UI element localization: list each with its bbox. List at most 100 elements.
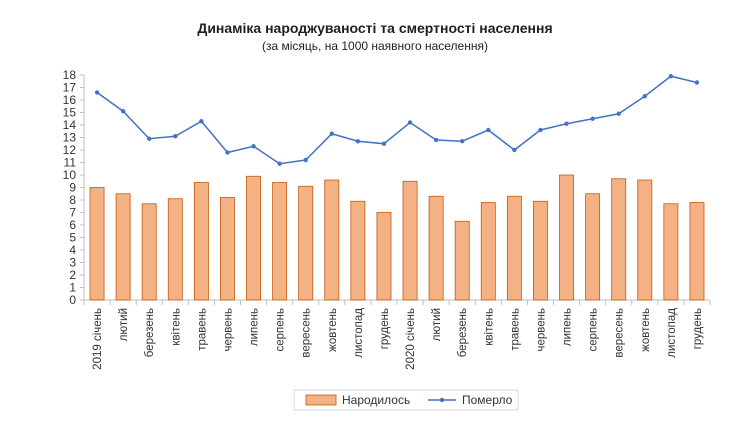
y-tick-label: 11 xyxy=(64,156,77,170)
line-point-5 xyxy=(199,119,204,124)
x-category-label: липень xyxy=(249,308,261,346)
y-tick-label: 5 xyxy=(69,231,76,245)
x-category-label: червень xyxy=(535,308,547,352)
line-point-4 xyxy=(173,134,178,139)
bar-12 xyxy=(376,212,392,301)
line-point-24 xyxy=(694,80,700,85)
x-category-label: грудень xyxy=(379,308,391,349)
x-category-label: лютий xyxy=(431,308,443,341)
y-tick-label: 4 xyxy=(69,243,76,257)
y-tick-label: 10 xyxy=(63,168,77,182)
x-category-label: грудень xyxy=(692,308,704,349)
y-tick-label: 0 xyxy=(69,293,76,307)
line-point-20 xyxy=(590,116,595,121)
x-category-label: вересень xyxy=(301,308,313,358)
bar-22 xyxy=(637,179,653,301)
bar-21 xyxy=(611,178,627,301)
bar-18 xyxy=(533,200,548,301)
bar-5 xyxy=(193,182,209,301)
line-point-2 xyxy=(120,109,126,114)
bar-13 xyxy=(402,180,418,301)
y-tick-label: 12 xyxy=(63,143,77,157)
line-point-3 xyxy=(147,136,152,141)
line-point-8 xyxy=(277,161,282,166)
x-category-label: квітень xyxy=(170,308,182,346)
x-axis: 2019 січень лютий березень квітень травень че… xyxy=(83,299,711,370)
y-tick-label: 14 xyxy=(63,118,77,132)
y-tick-label: 13 xyxy=(63,131,77,145)
line-point-13 xyxy=(407,120,413,125)
y-tick-label: 3 xyxy=(69,256,76,270)
line-point-19 xyxy=(564,121,569,126)
legend-label-deaths: Померло xyxy=(462,393,513,407)
chart-title: Динаміка народжуваності та смертності на… xyxy=(197,20,553,36)
y-tick-label: 1 xyxy=(69,281,76,295)
x-category-label: травень xyxy=(196,308,208,351)
bar-16 xyxy=(480,202,496,301)
x-category-label: жовтень xyxy=(640,308,652,352)
legend-marker-deaths xyxy=(439,397,445,403)
bar-9 xyxy=(298,185,314,301)
bar-11 xyxy=(350,200,366,301)
y-tick-label: 8 xyxy=(69,193,76,207)
y-tick-label: 16 xyxy=(63,93,77,107)
line-point-1 xyxy=(94,90,100,95)
y-tick-label: 9 xyxy=(69,181,76,195)
bar-2 xyxy=(115,193,131,301)
y-tick-label: 7 xyxy=(69,206,76,220)
x-category-label: березень xyxy=(457,308,469,357)
legend-box xyxy=(293,389,519,411)
chart-subtitle: (за місяць, на 1000 наявного населення) xyxy=(262,39,488,53)
bar-4 xyxy=(167,198,183,301)
bar-14 xyxy=(428,195,444,301)
line-point-6 xyxy=(225,150,230,155)
bar-20 xyxy=(585,193,601,301)
line-point-18 xyxy=(538,127,543,133)
line-series xyxy=(94,74,700,166)
x-category-label: вересень xyxy=(614,308,626,358)
bar-10 xyxy=(324,179,340,301)
bar-3 xyxy=(141,203,157,301)
x-category-label: жовтень xyxy=(327,308,339,352)
x-category-label: липень xyxy=(562,308,574,346)
y-tick-label: 17 xyxy=(63,81,77,95)
line-point-23 xyxy=(668,74,674,79)
line-point-21 xyxy=(616,111,621,116)
bar-6 xyxy=(220,197,235,301)
line-point-15 xyxy=(460,139,465,144)
line-point-7 xyxy=(251,144,256,149)
bar-7 xyxy=(246,175,261,301)
line-point-17 xyxy=(512,147,517,153)
x-category-label: березень xyxy=(144,308,156,357)
bar-1 xyxy=(89,187,105,301)
x-category-label: 2019 січень xyxy=(92,308,104,370)
legend-swatch-births xyxy=(305,394,337,406)
line-point-12 xyxy=(381,141,387,146)
line-point-14 xyxy=(433,137,439,143)
line-point-11 xyxy=(355,139,361,144)
legend: Народилось Померло xyxy=(293,389,519,411)
bars-series xyxy=(89,174,705,301)
bar-19 xyxy=(559,174,574,301)
y-tick-label: 2 xyxy=(69,268,76,282)
line-point-10 xyxy=(329,131,334,136)
y-tick-label: 18 xyxy=(63,68,77,82)
line-point-22 xyxy=(642,94,647,99)
bar-15 xyxy=(454,220,470,301)
line-point-9 xyxy=(303,157,308,163)
x-category-label: травень xyxy=(509,308,521,351)
deaths-line xyxy=(96,75,698,165)
x-category-label: лютий xyxy=(118,308,130,341)
legend-label-births: Народилось xyxy=(342,393,410,407)
bar-24 xyxy=(689,202,705,301)
x-category-label: серпень xyxy=(588,308,600,352)
x-category-label: листопад xyxy=(353,308,365,358)
x-category-label: серпень xyxy=(275,308,287,352)
x-category-label: квітень xyxy=(483,308,495,346)
x-category-label: 2020 січень xyxy=(405,308,417,370)
bar-8 xyxy=(272,182,288,301)
line-point-16 xyxy=(486,127,491,133)
bar-23 xyxy=(663,203,679,301)
